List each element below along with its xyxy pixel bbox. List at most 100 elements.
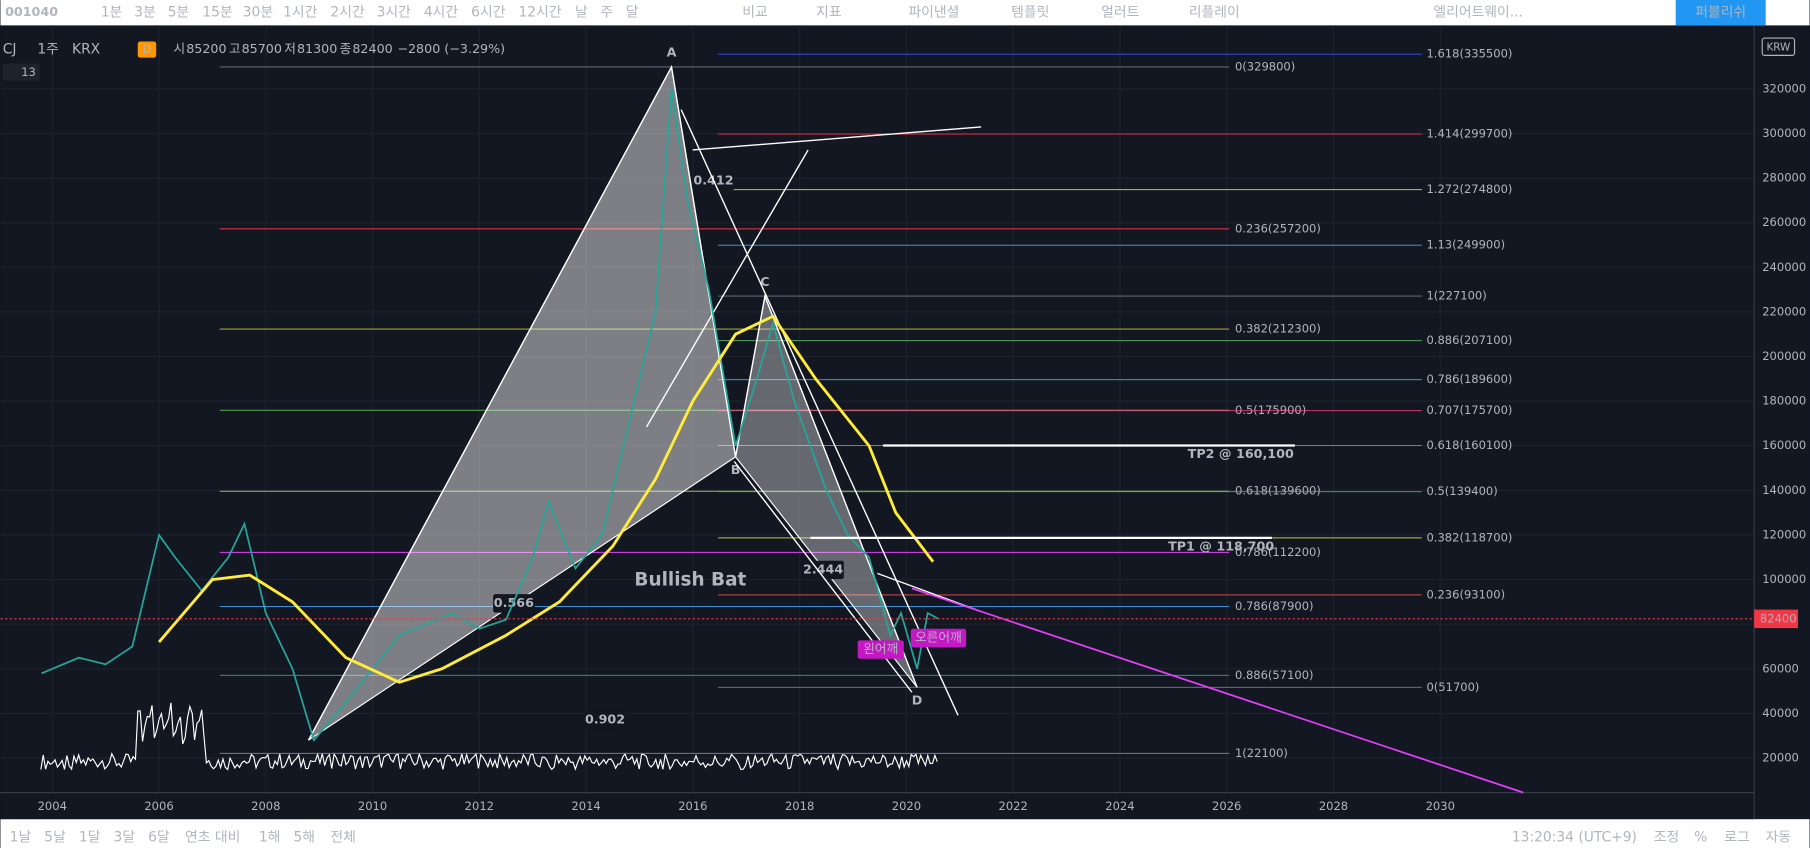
scale-option[interactable]: 조정 [1654,830,1679,846]
fib-label: 1.272(274800) [1426,182,1512,196]
x-tick-label: 2012 [465,799,494,813]
fib-label: 0.786(87900) [1235,599,1314,613]
scale-option[interactable]: 자동 [1766,830,1791,846]
interval[interactable]: 2시간 [330,5,365,21]
pattern-point-label: B [731,462,741,477]
x-tick-label: 2030 [1426,799,1455,813]
interval[interactable]: 주 [600,5,613,21]
interval[interactable]: 3시간 [377,5,412,21]
x-tick-label: 2022 [999,799,1028,813]
interval[interactable]: 1분 [101,5,123,21]
fib-label: 0.886(57100) [1235,668,1314,682]
y-tick-label: 100000 [1762,572,1806,586]
legend-exchange: KRX [72,42,101,58]
legend-symbol: CJ [3,42,17,58]
shoulder-box [910,628,967,648]
shoulder-box [857,640,904,659]
publish-box [1675,0,1766,26]
range[interactable]: 1날 [10,830,32,846]
fib-label: 1(227100) [1426,289,1486,303]
toolbar-button[interactable]: 비교 [742,5,767,21]
y-tick-label: 200000 [1762,349,1806,363]
fib-label: 0.236(257200) [1235,221,1321,235]
clock: 13:20:34 (UTC+9) [1512,830,1637,846]
y-tick-label: 180000 [1762,394,1806,408]
ratio-label: 2.444 [803,561,843,576]
target-label: TP2 @ 160,100 [1188,446,1294,461]
ohlc-value: 81300 [297,41,337,56]
fib-label: 0.382(118700) [1426,530,1512,544]
fib-label: 1.618(335500) [1426,47,1512,61]
y-tick-label: 140000 [1762,483,1806,497]
pattern-point-label: A [667,45,677,60]
indicator-count[interactable]: 13 [21,65,36,79]
fib-label: 0(51700) [1426,680,1479,694]
time-axis [0,792,1755,820]
range[interactable]: 6달 [148,830,170,846]
fib-label: 0.786(112200) [1235,545,1321,559]
interval[interactable]: 6시간 [471,5,506,21]
shoulder-label: 왼어깨 [863,641,898,656]
toolbar-button[interactable]: 리플레이 [1189,5,1240,21]
publish[interactable]: 퍼블리쉬 [1695,5,1746,21]
shoulder-label: 오른어깨 [915,630,962,645]
interval[interactable]: 4시간 [424,5,459,21]
x-tick-label: 2004 [38,799,67,813]
interval[interactable]: 15분 [202,5,232,21]
range[interactable]: 5해 [294,830,316,846]
trend-line [645,149,809,428]
last-price-label: 82400 [1760,611,1797,625]
ratio-box [802,560,844,580]
bottom-bar [0,819,1810,848]
x-tick-label: 2016 [678,799,707,813]
currency-box [1761,37,1796,56]
interval[interactable]: 5분 [168,5,190,21]
interval[interactable]: 1시간 [283,5,318,21]
fib-label: 1(22100) [1235,746,1288,760]
pattern-name: Bullish Bat [634,569,746,590]
x-tick-label: 2018 [785,799,814,813]
x-tick-label: 2010 [358,799,387,813]
ohlc-key: 고 [229,41,241,56]
ohlc-value: 85200 [186,41,226,56]
scale-option[interactable]: 로그 [1724,830,1749,846]
toolbar-button[interactable]: 얼러트 [1101,5,1139,21]
y-tick-label: 280000 [1762,171,1806,185]
pattern-outline [307,64,918,741]
indicator-box [2,63,40,81]
y-tick-label: 60000 [1762,661,1799,675]
interval[interactable]: 날 [575,5,588,21]
toolbar-button[interactable]: 템플릿 [1011,5,1049,21]
volume [40,702,938,771]
legend-badge: D [143,42,152,56]
pattern-point-label: C [760,274,769,289]
toolbar-button[interactable]: 지표 [816,5,842,21]
scale-option[interactable]: % [1694,830,1707,846]
toolbar-button[interactable]: 파이낸셜 [908,5,959,21]
y-tick-label: 300000 [1762,126,1806,140]
fib-label: 0.5(139400) [1426,484,1497,498]
range[interactable]: 연초 대비 [185,830,240,846]
x-tick-label: 2024 [1105,799,1134,813]
ohlc-value: 82400 [352,41,392,56]
fib-label: 0.5(175900) [1235,403,1306,417]
interval[interactable]: 30분 [243,5,273,21]
symbol[interactable]: 001040 [5,4,58,19]
interval[interactable]: 3분 [134,5,156,21]
interval[interactable]: 달 [626,5,639,21]
ohlc-key: 종 [340,41,352,56]
moving-average [157,314,935,684]
x-tick-label: 2026 [1212,799,1241,813]
range[interactable]: 1해 [259,830,281,846]
range[interactable]: 3달 [114,830,136,846]
range[interactable]: 5날 [44,830,66,846]
range[interactable]: 전체 [330,830,355,846]
pattern-point-label: D [912,693,923,708]
legend-badge-box [137,41,157,58]
trend-line [692,126,982,151]
range[interactable]: 1달 [79,830,101,846]
interval[interactable]: 12시간 [518,5,561,21]
currency: KRW [1766,41,1790,53]
drawing-tool[interactable]: 엘리어트웨이... [1433,5,1523,21]
